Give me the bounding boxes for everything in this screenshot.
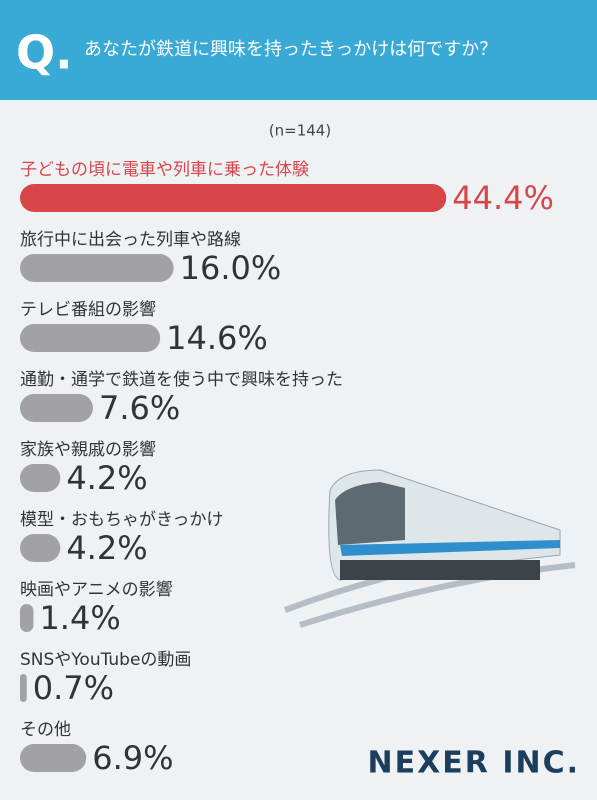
bar <box>20 534 61 562</box>
bar <box>20 464 61 492</box>
bar <box>20 184 447 212</box>
sample-size: (n=144) <box>269 122 331 140</box>
question-mark: Q. <box>16 26 73 80</box>
value-label: 7.6% <box>99 389 180 427</box>
logo: NEXER INC. <box>368 746 580 781</box>
value-label: 4.2% <box>66 529 147 567</box>
category-label: 家族や親戚の影響 <box>20 440 156 460</box>
question-title: あなたが鉄道に興味を持ったきっかけは何ですか？ <box>84 39 497 60</box>
bar <box>20 394 93 422</box>
category-label: 映画やアニメの影響 <box>20 580 173 600</box>
bar <box>20 254 174 282</box>
bar <box>20 674 27 702</box>
category-label: テレビ番組の影響 <box>20 300 156 320</box>
value-label: 14.6% <box>166 319 268 357</box>
category-label: 模型・おもちゃがきっかけ <box>20 510 223 530</box>
value-label: 6.9% <box>92 739 173 777</box>
category-label: その他 <box>20 720 71 740</box>
category-label: SNSやYouTubeの動画 <box>20 650 191 670</box>
train-illustration <box>283 469 576 628</box>
value-label: 16.0% <box>180 249 282 287</box>
category-label: 子どもの頃に電車や列車に乗った体験 <box>20 160 309 180</box>
bar <box>20 604 34 632</box>
bar <box>20 324 161 352</box>
value-label: 0.7% <box>33 669 114 707</box>
header-band <box>0 0 597 100</box>
value-label: 1.4% <box>39 599 120 637</box>
category-label: 旅行中に出会った列車や路線 <box>20 230 241 250</box>
category-label: 通勤・通学で鉄道を使う中で興味を持った <box>20 369 343 390</box>
value-label: 4.2% <box>66 459 147 497</box>
value-label: 44.4% <box>452 179 554 217</box>
bar <box>20 744 87 772</box>
